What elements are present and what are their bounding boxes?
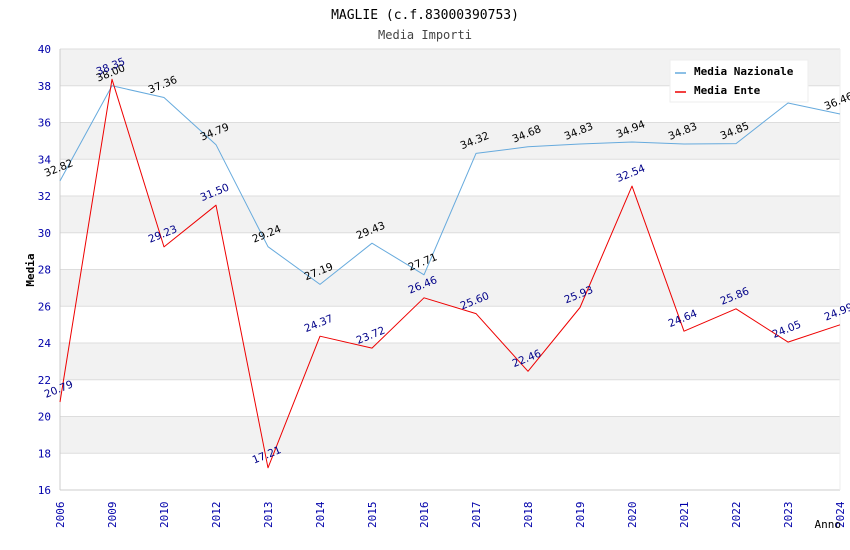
x-tick-label: 2013 (262, 502, 275, 529)
grid-band (60, 343, 840, 380)
grid-band (60, 416, 840, 454)
y-axis-label: Media (24, 253, 37, 286)
x-tick-label: 2018 (522, 502, 535, 529)
y-tick-labels: 16 18 20 22 24 26 28 30 32 34 36 38 40 (38, 43, 52, 497)
legend-box (669, 59, 809, 103)
y-tick-label: 32 (38, 190, 51, 203)
x-tick-label: 2010 (158, 502, 171, 529)
legend: Media Nazionale Media Ente (669, 59, 809, 103)
y-tick-label: 22 (38, 374, 51, 387)
x-tick-label: 2022 (730, 502, 743, 529)
legend-label-media-ente: Media Ente (694, 84, 761, 97)
y-tick-label: 34 (38, 153, 52, 166)
x-tick-label: 2019 (574, 502, 587, 529)
x-tick-labels: 2006 2009 2010 2012 2013 2014 2015 2016 2017 2018… (54, 501, 847, 528)
x-tick-label: 2006 (54, 502, 67, 529)
y-tick-label: 26 (38, 300, 51, 313)
grid-band (60, 122, 840, 160)
x-tick-label: 2024 (834, 501, 847, 528)
y-tick-label: 36 (38, 117, 51, 130)
x-tick-label: 2016 (418, 502, 431, 529)
data-labels: 32.8238.0037.3634.7929.2427.1929.4327.71… (43, 56, 850, 467)
x-axis-label: Anno (815, 518, 842, 531)
chart-subtitle: Media Importi (378, 28, 472, 42)
x-tick-label: 2009 (106, 502, 119, 529)
x-tick-label: 2014 (314, 501, 327, 528)
x-tick-label: 2021 (678, 502, 691, 529)
series-lines (59, 78, 841, 469)
y-tick-label: 28 (38, 264, 51, 277)
axes (59, 49, 841, 491)
grid-band (60, 269, 840, 307)
data-label-media-ente: 32.54 (615, 162, 648, 185)
x-tick-label: 2020 (626, 502, 639, 529)
x-tick-label: 2017 (470, 502, 483, 529)
y-tick-label: 16 (38, 484, 51, 497)
legend-label-media-nazionale: Media Nazionale (694, 65, 794, 78)
y-tick-label: 18 (38, 447, 51, 460)
y-tick-label: 30 (38, 227, 51, 240)
y-tick-label: 38 (38, 80, 51, 93)
data-label-media-ente: 24.05 (771, 318, 803, 340)
y-tick-label: 24 (38, 337, 52, 350)
chart-title: MAGLIE (c.f.83000390753) (331, 8, 519, 23)
x-tick-label: 2015 (366, 502, 379, 529)
x-tick-label: 2023 (782, 502, 795, 529)
data-label-media-nazionale: 36.46 (823, 90, 850, 113)
y-tick-label: 40 (38, 43, 51, 56)
series-line-media-ente (59, 78, 841, 469)
series-line-media-nazionale (59, 85, 841, 285)
y-tick-label: 20 (38, 411, 51, 424)
data-label-media-ente: 24.37 (303, 313, 335, 335)
x-tick-label: 2012 (210, 502, 223, 529)
